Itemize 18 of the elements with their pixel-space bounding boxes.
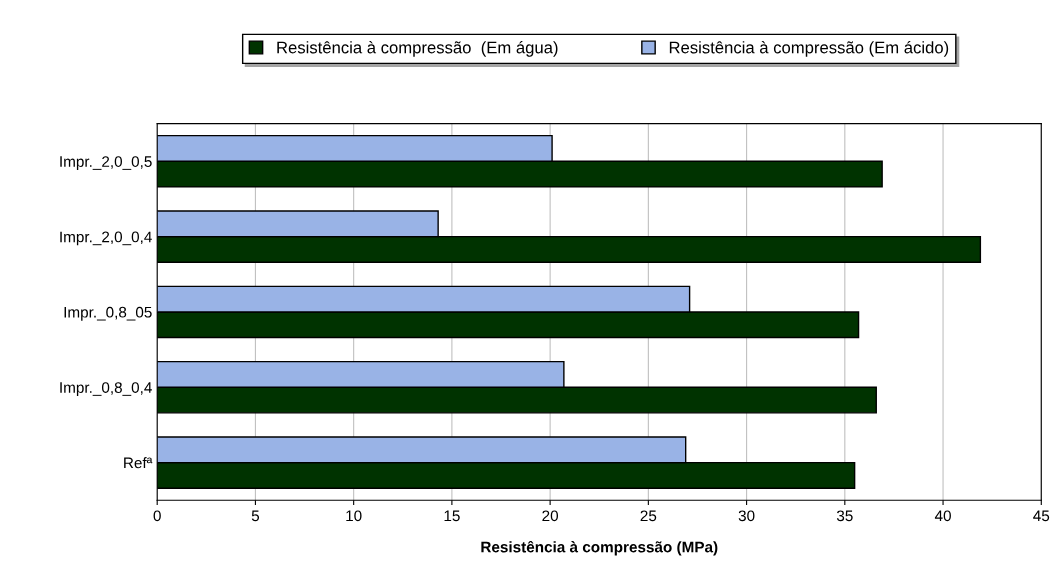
x-tick-label: 5 xyxy=(251,510,260,522)
x-tick-label: 45 xyxy=(1033,510,1050,522)
x-tick-label: 15 xyxy=(444,510,460,522)
y-tick-label: Impr._2,0_0,4 xyxy=(60,231,152,246)
x-tick-label: 40 xyxy=(934,510,951,522)
y-tick-label: Impr._0,8_0,4 xyxy=(60,382,152,396)
x-tick-label: 30 xyxy=(738,510,755,522)
x-tick-label: 0 xyxy=(153,510,161,522)
x-tick-label: 20 xyxy=(542,510,559,522)
legend-label: Resistência à compressão (Em água) xyxy=(277,41,558,57)
x-tick-label: 10 xyxy=(346,510,362,522)
y-tick-label: Impr._2,0_0,5 xyxy=(60,156,152,170)
x-tick-label: 25 xyxy=(640,510,657,522)
y-tick-label: Impr._0,8_05 xyxy=(64,306,152,321)
x-tick-label: 35 xyxy=(836,510,853,522)
legend-label: Resistência à compressão (Em ácido) xyxy=(669,41,949,57)
x-axis-title: Resistência à compressão (MPa) xyxy=(481,540,718,556)
y-tick-label: Refª xyxy=(124,457,153,469)
